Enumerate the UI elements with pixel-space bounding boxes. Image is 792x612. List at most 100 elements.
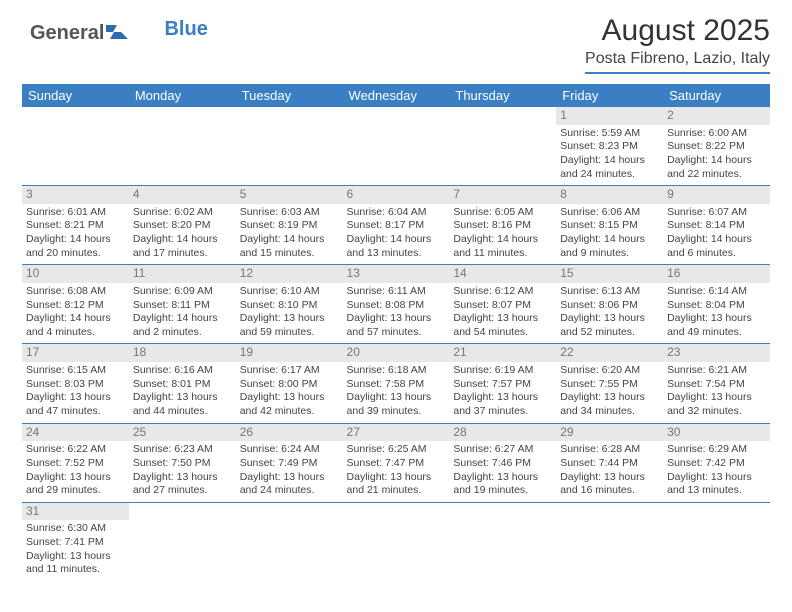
- day-number: [129, 503, 236, 521]
- calendar-week-row: 10Sunrise: 6:08 AMSunset: 8:12 PMDayligh…: [22, 265, 770, 344]
- day-detail-line: Daylight: 13 hours: [240, 312, 339, 326]
- day-number: 24: [22, 424, 129, 442]
- day-detail-line: and 29 minutes.: [26, 484, 125, 498]
- day-detail-line: Sunrise: 6:00 AM: [667, 127, 766, 141]
- calendar-day-cell: 9Sunrise: 6:07 AMSunset: 8:14 PMDaylight…: [663, 186, 770, 265]
- day-details: Sunrise: 6:23 AMSunset: 7:50 PMDaylight:…: [133, 443, 232, 498]
- day-detail-line: Sunrise: 6:01 AM: [26, 206, 125, 220]
- day-detail-line: and 16 minutes.: [560, 484, 659, 498]
- day-detail-line: and 52 minutes.: [560, 326, 659, 340]
- day-number: 31: [22, 503, 129, 521]
- day-detail-line: and 39 minutes.: [347, 405, 446, 419]
- day-details: Sunrise: 6:22 AMSunset: 7:52 PMDaylight:…: [26, 443, 125, 498]
- day-number: 18: [129, 344, 236, 362]
- day-number: 5: [236, 186, 343, 204]
- day-number: [449, 503, 556, 521]
- day-header: Saturday: [663, 84, 770, 107]
- day-details: Sunrise: 5:59 AMSunset: 8:23 PMDaylight:…: [560, 127, 659, 182]
- day-number: 21: [449, 344, 556, 362]
- day-detail-line: Sunrise: 6:02 AM: [133, 206, 232, 220]
- calendar-day-cell: [449, 502, 556, 581]
- calendar-day-cell: 29Sunrise: 6:28 AMSunset: 7:44 PMDayligh…: [556, 423, 663, 502]
- day-details: Sunrise: 6:13 AMSunset: 8:06 PMDaylight:…: [560, 285, 659, 340]
- day-detail-line: and 22 minutes.: [667, 168, 766, 182]
- calendar-day-cell: 17Sunrise: 6:15 AMSunset: 8:03 PMDayligh…: [22, 344, 129, 423]
- day-number: [129, 107, 236, 125]
- day-details: Sunrise: 6:17 AMSunset: 8:00 PMDaylight:…: [240, 364, 339, 419]
- day-detail-line: Sunset: 8:00 PM: [240, 378, 339, 392]
- day-detail-line: and 32 minutes.: [667, 405, 766, 419]
- day-number: [236, 503, 343, 521]
- logo: General Blue: [30, 22, 208, 45]
- day-detail-line: Sunrise: 6:14 AM: [667, 285, 766, 299]
- calendar-day-cell: 13Sunrise: 6:11 AMSunset: 8:08 PMDayligh…: [343, 265, 450, 344]
- day-detail-line: Sunrise: 6:07 AM: [667, 206, 766, 220]
- calendar-day-cell: [129, 502, 236, 581]
- day-detail-line: Sunset: 8:06 PM: [560, 299, 659, 313]
- day-number: [343, 503, 450, 521]
- day-detail-line: Sunrise: 6:03 AM: [240, 206, 339, 220]
- day-detail-line: and 13 minutes.: [347, 247, 446, 261]
- day-detail-line: Sunset: 7:41 PM: [26, 536, 125, 550]
- day-detail-line: Sunset: 7:47 PM: [347, 457, 446, 471]
- day-detail-line: Sunrise: 6:18 AM: [347, 364, 446, 378]
- day-detail-line: Sunrise: 6:10 AM: [240, 285, 339, 299]
- day-details: Sunrise: 6:03 AMSunset: 8:19 PMDaylight:…: [240, 206, 339, 261]
- day-detail-line: Sunset: 8:14 PM: [667, 219, 766, 233]
- day-details: Sunrise: 6:10 AMSunset: 8:10 PMDaylight:…: [240, 285, 339, 340]
- day-detail-line: Sunset: 8:21 PM: [26, 219, 125, 233]
- calendar-day-cell: 25Sunrise: 6:23 AMSunset: 7:50 PMDayligh…: [129, 423, 236, 502]
- day-detail-line: and 24 minutes.: [560, 168, 659, 182]
- day-detail-line: Sunset: 7:57 PM: [453, 378, 552, 392]
- day-number: 4: [129, 186, 236, 204]
- day-detail-line: Daylight: 14 hours: [26, 312, 125, 326]
- logo-text-blue: Blue: [164, 18, 207, 41]
- day-detail-line: Daylight: 14 hours: [26, 233, 125, 247]
- calendar-day-cell: 16Sunrise: 6:14 AMSunset: 8:04 PMDayligh…: [663, 265, 770, 344]
- day-detail-line: and 4 minutes.: [26, 326, 125, 340]
- day-number: [663, 503, 770, 521]
- day-detail-line: Daylight: 14 hours: [560, 233, 659, 247]
- day-detail-line: Daylight: 13 hours: [667, 471, 766, 485]
- day-detail-line: Sunset: 7:54 PM: [667, 378, 766, 392]
- day-detail-line: Daylight: 13 hours: [26, 391, 125, 405]
- day-number: 6: [343, 186, 450, 204]
- day-details: Sunrise: 6:25 AMSunset: 7:47 PMDaylight:…: [347, 443, 446, 498]
- day-details: Sunrise: 6:07 AMSunset: 8:14 PMDaylight:…: [667, 206, 766, 261]
- calendar-day-cell: [343, 502, 450, 581]
- day-number: 8: [556, 186, 663, 204]
- day-detail-line: Sunrise: 6:12 AM: [453, 285, 552, 299]
- day-detail-line: and 49 minutes.: [667, 326, 766, 340]
- day-detail-line: Sunrise: 6:22 AM: [26, 443, 125, 457]
- day-detail-line: Sunset: 8:11 PM: [133, 299, 232, 313]
- day-detail-line: Sunset: 8:07 PM: [453, 299, 552, 313]
- day-details: Sunrise: 6:24 AMSunset: 7:49 PMDaylight:…: [240, 443, 339, 498]
- day-number: [556, 503, 663, 521]
- day-detail-line: and 11 minutes.: [26, 563, 125, 577]
- day-detail-line: Daylight: 14 hours: [240, 233, 339, 247]
- day-details: Sunrise: 6:12 AMSunset: 8:07 PMDaylight:…: [453, 285, 552, 340]
- day-detail-line: Sunset: 8:19 PM: [240, 219, 339, 233]
- day-detail-line: Daylight: 13 hours: [347, 391, 446, 405]
- calendar-week-row: 31Sunrise: 6:30 AMSunset: 7:41 PMDayligh…: [22, 502, 770, 581]
- day-detail-line: and 11 minutes.: [453, 247, 552, 261]
- day-detail-line: Daylight: 13 hours: [560, 391, 659, 405]
- day-number: 2: [663, 107, 770, 125]
- calendar-day-cell: 20Sunrise: 6:18 AMSunset: 7:58 PMDayligh…: [343, 344, 450, 423]
- day-number: [343, 107, 450, 125]
- day-number: 30: [663, 424, 770, 442]
- calendar-day-cell: [449, 107, 556, 186]
- day-number: 27: [343, 424, 450, 442]
- day-header: Friday: [556, 84, 663, 107]
- calendar-day-cell: 6Sunrise: 6:04 AMSunset: 8:17 PMDaylight…: [343, 186, 450, 265]
- calendar-day-cell: 11Sunrise: 6:09 AMSunset: 8:11 PMDayligh…: [129, 265, 236, 344]
- day-detail-line: and 9 minutes.: [560, 247, 659, 261]
- day-header: Monday: [129, 84, 236, 107]
- day-detail-line: Daylight: 13 hours: [667, 312, 766, 326]
- day-number: 28: [449, 424, 556, 442]
- calendar-week-row: 3Sunrise: 6:01 AMSunset: 8:21 PMDaylight…: [22, 186, 770, 265]
- day-detail-line: and 37 minutes.: [453, 405, 552, 419]
- day-number: 22: [556, 344, 663, 362]
- calendar-day-cell: 4Sunrise: 6:02 AMSunset: 8:20 PMDaylight…: [129, 186, 236, 265]
- day-details: Sunrise: 6:01 AMSunset: 8:21 PMDaylight:…: [26, 206, 125, 261]
